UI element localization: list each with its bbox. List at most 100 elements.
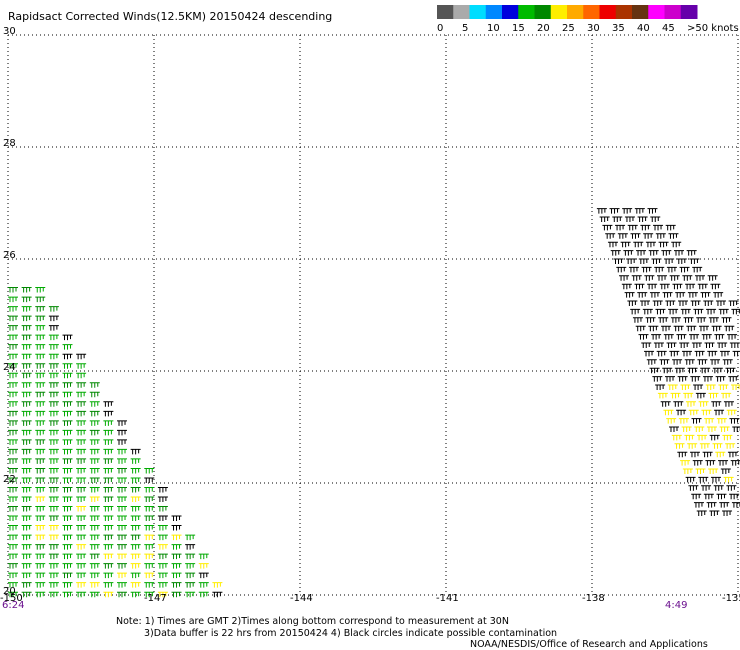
wind-barb: [130, 486, 141, 493]
wind-barb: [627, 224, 638, 231]
wind-barb: [21, 410, 32, 417]
wind-barb: [117, 544, 128, 550]
wind-barb: [35, 591, 46, 598]
wind-barb: [8, 515, 18, 522]
wind-barb: [117, 563, 128, 569]
wind-barb: [89, 486, 100, 493]
wind-barb: [681, 350, 692, 357]
wind-barb: [722, 359, 733, 365]
wind-barb: [103, 410, 114, 417]
wind-barb: [730, 460, 740, 466]
wind-barb: [62, 391, 73, 398]
wind-barb: [21, 401, 32, 407]
wind-barb: [48, 486, 59, 493]
wind-barb: [171, 544, 182, 550]
wind-barb: [704, 418, 715, 424]
wind-barb: [62, 363, 73, 369]
wind-barb: [157, 563, 168, 569]
wind-barb: [48, 582, 59, 588]
wind-barb: [48, 467, 59, 474]
wind-barb: [21, 363, 32, 369]
wind-barb: [35, 353, 46, 360]
wind-barb: [130, 506, 141, 512]
wind-barb: [718, 384, 729, 390]
wind-barb: [702, 451, 713, 458]
wind-barb: [103, 429, 114, 436]
wind-barb: [675, 292, 686, 298]
wind-barb: [117, 477, 128, 483]
wind-barb: [117, 448, 128, 455]
wind-barb: [667, 384, 678, 390]
wind-barb: [648, 325, 659, 332]
wind-barb: [35, 420, 46, 426]
wind-barb: [144, 467, 155, 474]
wind-barb: [713, 292, 724, 298]
wind-barb: [8, 525, 18, 531]
wind-barb: [212, 591, 223, 598]
wind-barb: [48, 458, 59, 464]
wind-barb: [712, 367, 723, 374]
wind-barb: [8, 439, 18, 445]
wind-barb: [130, 591, 141, 598]
wind-barb: [662, 367, 673, 374]
wind-barb: [144, 525, 155, 531]
wind-barb: [89, 458, 100, 464]
wind-barb: [732, 426, 740, 432]
wind-barb: [62, 401, 73, 407]
wind-barb: [655, 233, 666, 239]
wind-barb: [684, 434, 695, 441]
wind-barb: [658, 317, 669, 323]
wind-barb: [697, 434, 708, 441]
wind-barb: [623, 250, 634, 256]
wind-barb: [676, 409, 687, 416]
wind-barb: [8, 287, 18, 293]
wind-barb: [719, 426, 730, 432]
colorbar-label: 15: [512, 23, 525, 34]
wind-barb: [48, 363, 59, 369]
wind-barb: [157, 515, 168, 522]
wind-barb: [726, 409, 737, 416]
wind-barb: [681, 426, 692, 432]
wind-barb: [117, 439, 128, 445]
wind-barb: [62, 410, 73, 417]
wind-barb: [641, 266, 652, 273]
wind-barb: [144, 506, 155, 512]
note-line-2: 3)Data buffer is 22 hrs from 20150424 4)…: [144, 628, 557, 639]
wind-barb: [702, 376, 713, 382]
wind-barb: [130, 534, 141, 541]
wind-barb: [89, 496, 100, 502]
wind-barb: [21, 420, 32, 426]
wind-barb: [612, 216, 623, 222]
wind-barb: [8, 325, 18, 331]
wind-barb: [35, 334, 46, 341]
wind-barb: [35, 382, 46, 388]
wind-barb: [599, 216, 610, 222]
wind-barb: [185, 572, 196, 579]
wind-barb: [686, 325, 697, 332]
wind-barb: [21, 553, 32, 560]
wind-barb: [630, 308, 641, 315]
wind-barb: [185, 591, 196, 598]
wind-barb: [76, 591, 87, 598]
wind-barb: [76, 496, 87, 502]
wind-barb: [688, 409, 699, 416]
wind-barb: [731, 502, 740, 508]
wind-barb: [694, 350, 705, 357]
wind-barb: [729, 493, 740, 500]
wind-barb: [144, 582, 155, 588]
wind-barb: [62, 467, 73, 474]
wind-barb: [76, 563, 87, 569]
wind-barb: [157, 544, 168, 550]
wind-barb: [713, 485, 724, 491]
wind-barb: [727, 451, 738, 458]
wind-barb: [89, 429, 100, 436]
wind-barb: [171, 563, 182, 569]
colorbar-swatch: [485, 5, 503, 19]
wind-barb: [144, 496, 155, 502]
wind-barb: [171, 591, 182, 598]
wind-barb: [21, 353, 32, 360]
wind-barb: [690, 376, 701, 382]
wind-barb: [650, 216, 661, 222]
wind-barb: [8, 477, 18, 483]
colorbar-label: 0: [437, 23, 443, 34]
